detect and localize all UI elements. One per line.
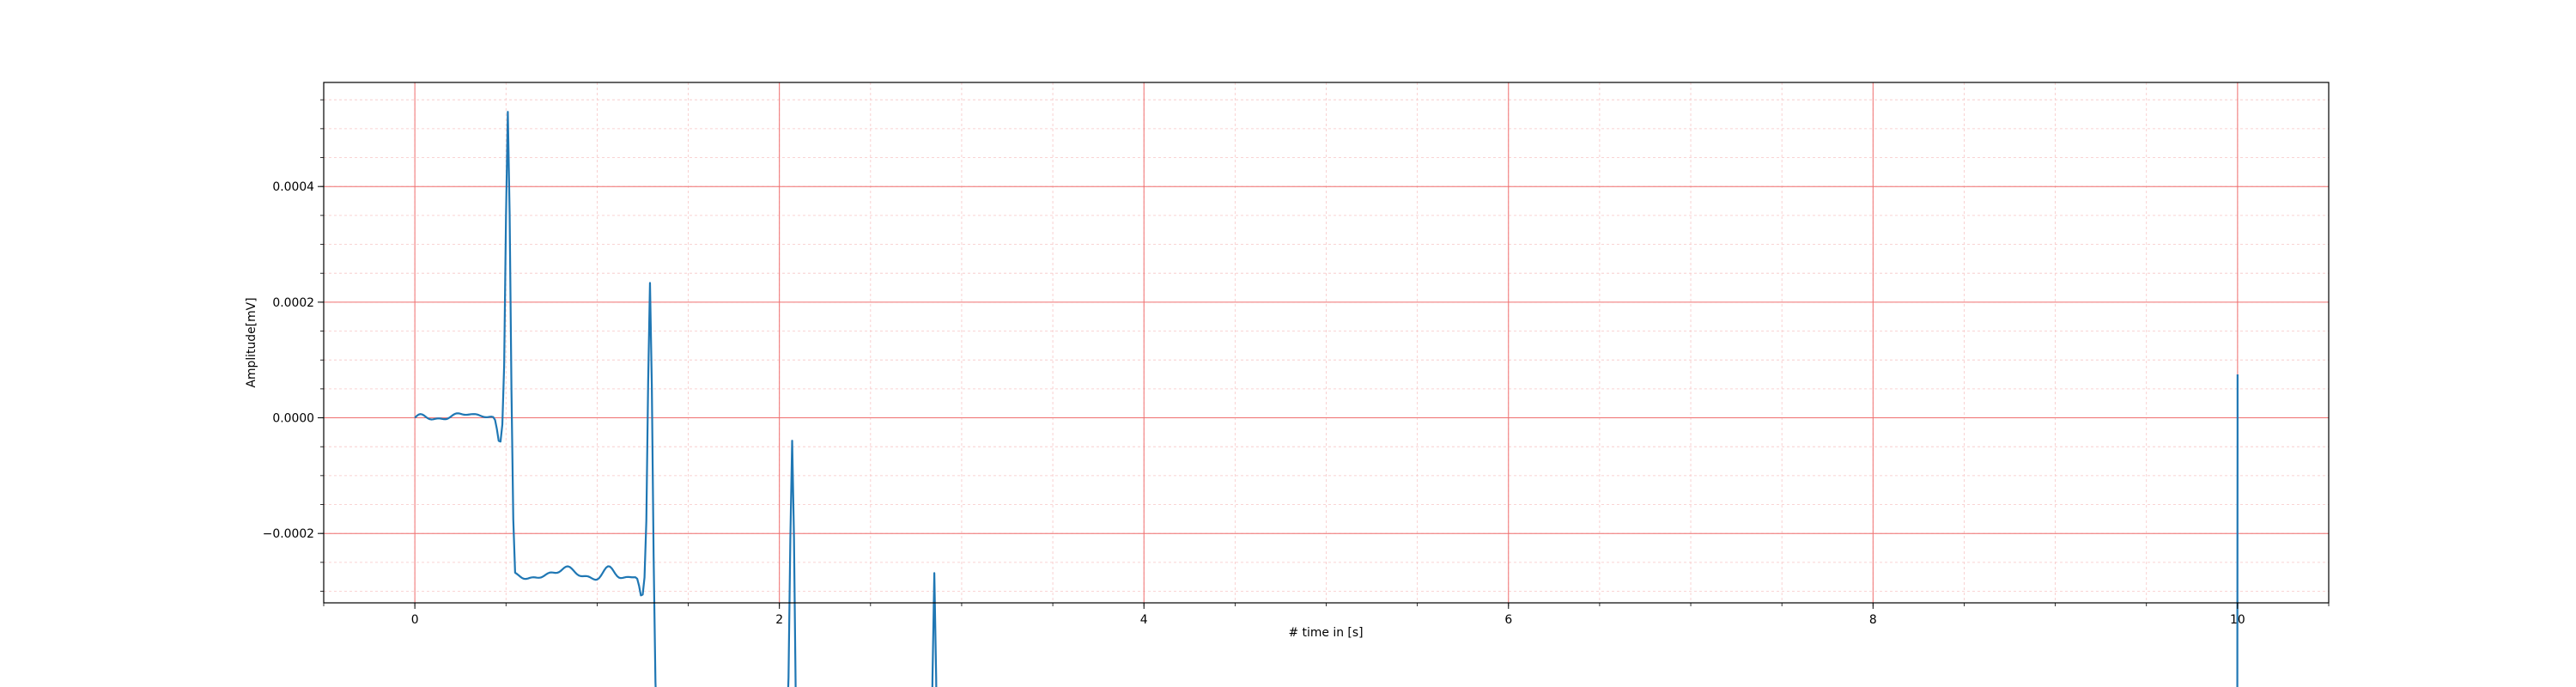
x-tick-label: 8	[1869, 613, 1877, 627]
x-axis-label: # time in [s]	[1288, 626, 1363, 640]
x-tick-label: 4	[1140, 613, 1148, 627]
y-tick-label: 0.0004	[272, 180, 314, 194]
x-tick-label: 0	[411, 613, 419, 627]
x-tick-label: 2	[775, 613, 783, 627]
y-tick-label: −0.0002	[263, 527, 314, 541]
y-tick-label: 0.0002	[272, 296, 314, 310]
y-axis-label: Amplitude[mV]	[245, 297, 258, 387]
y-axis: −0.0002 0.0000 0.0002 0.0004	[263, 99, 324, 592]
x-tick-label: 10	[2230, 613, 2245, 627]
x-tick-label: 6	[1504, 613, 1512, 627]
major-grid	[324, 82, 2329, 603]
y-tick-label: 0.0000	[272, 412, 314, 426]
x-axis: 0 2 4 6 8 10	[323, 603, 2330, 627]
